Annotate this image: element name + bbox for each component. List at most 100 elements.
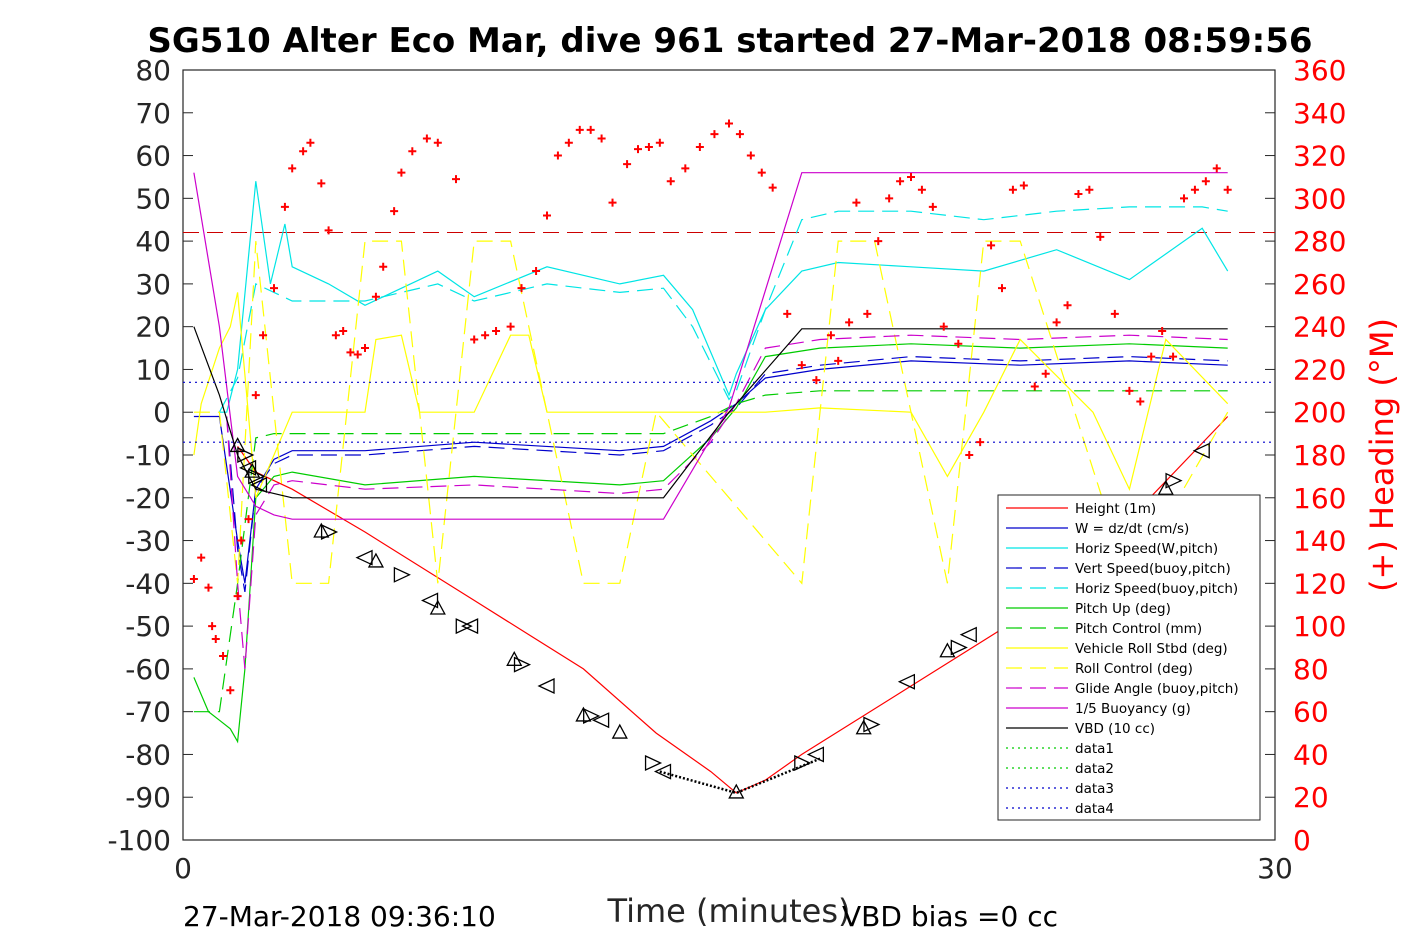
triangle-marker (393, 566, 411, 583)
right-tick-label: 0 (1293, 824, 1311, 857)
heading-marker (371, 292, 380, 301)
series-line (193, 360, 1228, 584)
heading-marker (1030, 382, 1039, 391)
heading-marker (725, 119, 733, 128)
heading-marker (553, 151, 562, 160)
left-tick-label: -70 (125, 696, 171, 729)
heading-marker (433, 138, 442, 147)
heading-marker (397, 168, 406, 177)
heading-marker (1136, 397, 1145, 406)
heading-marker (564, 138, 573, 147)
legend-entry: Pitch Control (mm) (1075, 621, 1202, 637)
heading-marker (353, 350, 362, 359)
heading-marker (852, 198, 861, 207)
heading-marker (746, 151, 755, 160)
heading-marker (928, 202, 937, 211)
heading-marker (597, 134, 606, 143)
legend-entry: W = dz/dt (cm/s) (1075, 521, 1189, 537)
right-tick-label: 80 (1293, 653, 1329, 686)
x-tick-label: 0 (174, 852, 192, 885)
triangle-marker (806, 746, 825, 763)
left-tick-label: -30 (125, 525, 171, 558)
heading-marker (492, 326, 501, 335)
heading-marker (219, 652, 228, 661)
legend-entry: data1 (1075, 741, 1114, 757)
legend-entry: Horiz Speed(W,pitch) (1075, 541, 1218, 557)
left-y-axis: 80 70 60 50 40 30 20 10 0 -10 -20 -30 -40 -50 -60 -70 -8… (107, 54, 193, 857)
right-tick-label: 160 (1293, 482, 1346, 515)
heading-marker (346, 348, 355, 357)
right-tick-label: 300 (1293, 182, 1346, 215)
triangle-marker (1165, 472, 1183, 489)
heading-marker (695, 143, 704, 151)
triangle-marker (644, 754, 663, 772)
right-tick-label: 40 (1293, 738, 1329, 771)
right-tick-label: 340 (1293, 97, 1346, 130)
left-tick-label: -80 (125, 738, 171, 771)
heading-marker (189, 575, 198, 584)
triangle-marker (959, 626, 977, 643)
left-tick-label: 40 (135, 225, 171, 258)
heading-marker (907, 172, 915, 181)
heading-marker (506, 322, 515, 331)
heading-marker (965, 451, 974, 459)
triangle-marker (429, 599, 446, 615)
series-line (219, 181, 1229, 413)
legend-entry: Height (1m) (1075, 501, 1156, 517)
heading-marker (1223, 185, 1232, 194)
heading-marker (710, 130, 719, 139)
series-line (226, 355, 1228, 593)
series-line (193, 172, 1228, 520)
heading-marker (361, 344, 369, 353)
left-tick-label: 30 (135, 268, 171, 301)
heading-marker (735, 130, 744, 139)
triangle-marker (455, 618, 473, 635)
heading-marker (259, 331, 268, 340)
triangle-marker (249, 476, 268, 493)
right-y-axis: 3603403203002802602402202001801601401201… (1265, 54, 1346, 857)
heading-marker (623, 160, 632, 169)
legend-entry: data4 (1075, 801, 1114, 817)
heading-marker (233, 592, 242, 601)
right-tick-label: 100 (1293, 610, 1346, 643)
heading-marker (390, 207, 399, 216)
legend-entry: 1/5 Buoyancy (g) (1075, 701, 1191, 717)
legend-entry: Horiz Speed(buoy,pitch) (1075, 581, 1238, 597)
heading-marker (379, 262, 388, 271)
heading-marker (1147, 352, 1156, 361)
heading-marker (896, 177, 905, 186)
heading-marker (644, 143, 653, 151)
right-tick-label: 220 (1293, 353, 1346, 386)
triangle-marker (728, 783, 745, 799)
left-tick-label: -50 (125, 610, 171, 643)
heading-marker (939, 322, 948, 331)
heading-marker (783, 309, 792, 318)
left-tick-label: -20 (125, 482, 171, 515)
heading-marker (543, 211, 551, 220)
series-line (218, 206, 1228, 413)
left-tick-label: 80 (135, 54, 171, 87)
triangle-marker (1157, 479, 1174, 495)
heading-marker (517, 284, 526, 293)
heading-marker (299, 147, 308, 156)
triangle-marker (513, 656, 532, 673)
heading-marker (812, 376, 821, 385)
heading-marker (885, 194, 894, 203)
triangle-marker (592, 712, 610, 729)
heading-marker (1019, 181, 1028, 190)
legend-box (997, 494, 1261, 821)
heading-marker (1085, 185, 1094, 194)
heading-marker (208, 622, 217, 631)
heading-marker (331, 331, 340, 340)
right-y-axis-label: (+) Heading (°M) (1363, 318, 1401, 592)
heading-marker (768, 183, 777, 192)
heading-marker (532, 267, 541, 276)
right-tick-label: 20 (1293, 781, 1329, 814)
right-tick-label: 260 (1293, 268, 1346, 301)
heading-marker (987, 241, 996, 250)
heading-marker (339, 326, 348, 335)
plot-content (183, 172, 1275, 795)
right-tick-label: 120 (1293, 567, 1346, 600)
left-tick-label: -90 (125, 781, 171, 814)
